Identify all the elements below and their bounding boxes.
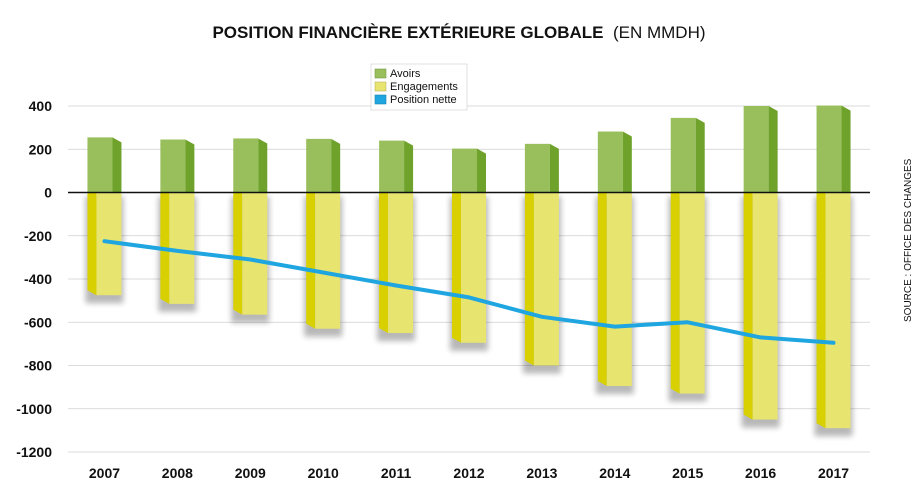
legend-swatch-engagements (374, 81, 387, 92)
bar-face (816, 105, 842, 193)
y-tick-label: -1000 (16, 401, 52, 417)
bar-side (743, 192, 753, 420)
bar-face (233, 138, 259, 193)
bar-face (306, 138, 332, 193)
bar-side (841, 105, 851, 193)
bar-face (524, 143, 550, 193)
bar-engagements-2016 (743, 192, 778, 420)
bar-side (331, 138, 341, 193)
y-tick-label: -400 (24, 271, 52, 287)
legend: Avoirs Engagements Position nette (370, 63, 468, 111)
bar-face (825, 192, 851, 429)
bar-avoirs-2011 (379, 140, 414, 193)
bar-side (452, 192, 461, 343)
legend-label-avoirs: Avoirs (390, 68, 421, 80)
bar-face (379, 140, 405, 193)
bar-face (87, 137, 113, 193)
bar-face (315, 192, 341, 329)
bar-side (404, 140, 414, 193)
bar-face (679, 192, 705, 394)
bar-face (743, 106, 769, 193)
bar-avoirs-2017 (816, 105, 851, 193)
bar-avoirs-2013 (524, 143, 559, 193)
bar-side (185, 139, 195, 193)
bar-side (549, 143, 559, 193)
bar-face (533, 192, 559, 366)
bar-side (87, 192, 97, 296)
bar-engagements-2012 (452, 192, 486, 343)
bar-engagements-2010 (306, 192, 341, 329)
bar-side (670, 192, 680, 394)
x-tick-label: 2016 (745, 465, 776, 481)
x-tick-label: 2010 (308, 465, 339, 481)
bar-side (816, 192, 826, 429)
x-tick-label: 2008 (162, 465, 193, 481)
bar-avoirs-2008 (160, 139, 195, 193)
bar-face (452, 148, 477, 193)
y-axis-ticks: 400 200 0 -200 -400 -600 -800 -1000 -1200 (16, 98, 52, 460)
bar-engagements-2013 (524, 192, 559, 366)
y-tick-label: -1200 (16, 444, 52, 460)
x-tick-label: 2014 (599, 465, 630, 481)
legend-swatch-avoirs (374, 68, 387, 79)
bar-side (597, 192, 607, 387)
bar-side (233, 192, 243, 315)
y-tick-label: 400 (29, 98, 53, 114)
y-tick-label: -200 (24, 228, 52, 244)
chart-title-unit: (EN MMDH) (613, 23, 706, 42)
x-tick-label: 2007 (89, 465, 120, 481)
bar-engagements-2011 (379, 192, 414, 334)
bar-side (477, 148, 486, 193)
bar-face (388, 192, 414, 334)
bar-face (160, 139, 186, 193)
bar-engagements-2009 (233, 192, 268, 315)
bar-avoirs-2015 (670, 117, 705, 193)
source-note: SOURCE : OFFICE DES CHANGES (903, 158, 914, 322)
legend-swatch-position-nette (374, 94, 387, 105)
x-tick-label: 2015 (672, 465, 703, 481)
bar-side (524, 192, 534, 366)
bar-side (768, 106, 778, 193)
bars (87, 105, 851, 429)
x-axis-ticks: 2007 2008 2009 2010 2011 2012 2013 2014 2015 2016… (89, 465, 849, 481)
bar-face (606, 192, 632, 387)
x-tick-label: 2017 (818, 465, 849, 481)
bar-engagements-2017 (816, 192, 851, 429)
y-tick-label: -600 (24, 314, 52, 330)
bar-face (461, 192, 486, 343)
bar-side (695, 117, 705, 193)
bar-face (670, 117, 696, 193)
bar-face (169, 192, 195, 304)
bar-side (112, 137, 122, 193)
y-tick-label: 0 (44, 185, 52, 201)
series-line-position-nette (102, 239, 836, 345)
chart-title-main: POSITION FINANCIÈRE EXTÉRIEURE GLOBALE (212, 23, 603, 42)
bar-engagements-2015 (670, 192, 705, 394)
bar-face (242, 192, 268, 315)
bar-avoirs-2010 (306, 138, 341, 193)
x-tick-label: 2009 (235, 465, 266, 481)
bar-side (306, 192, 316, 329)
x-tick-label: 2013 (526, 465, 557, 481)
bar-avoirs-2007 (87, 137, 122, 193)
bar-avoirs-2016 (743, 106, 778, 193)
chart-title: POSITION FINANCIÈRE EXTÉRIEURE GLOBALE (… (212, 23, 705, 42)
legend-label-engagements: Engagements (390, 81, 458, 93)
x-tick-label: 2012 (453, 465, 484, 481)
bar-face (752, 192, 778, 420)
y-tick-label: -800 (24, 358, 52, 374)
bar-avoirs-2009 (233, 138, 268, 193)
bar-avoirs-2012 (452, 148, 486, 193)
bar-side (258, 138, 268, 193)
legend-box (370, 63, 468, 111)
legend-label-position-nette: Position nette (390, 94, 457, 106)
bar-face (597, 131, 623, 193)
bar-side (622, 131, 632, 193)
bar-avoirs-2014 (597, 131, 632, 193)
bar-engagements-2014 (597, 192, 632, 387)
y-tick-label: 200 (29, 141, 53, 157)
x-tick-label: 2011 (381, 465, 412, 481)
bar-side (379, 192, 389, 334)
